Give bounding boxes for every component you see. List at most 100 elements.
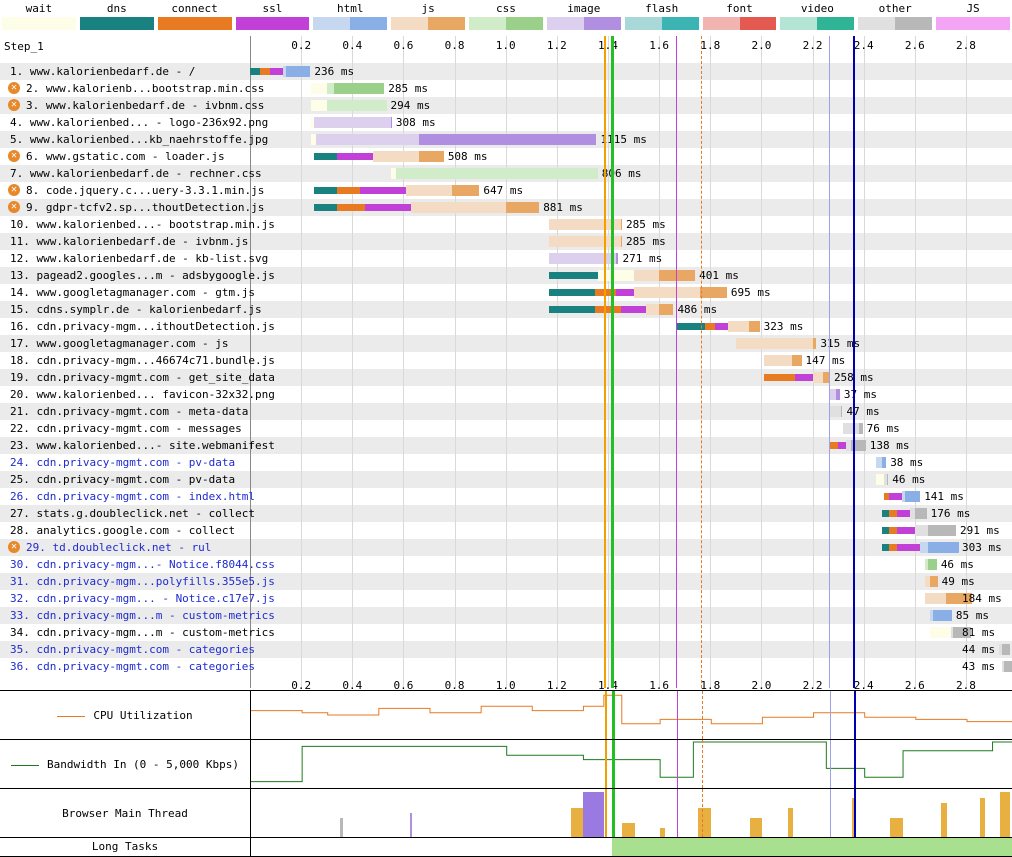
request-label[interactable]: 10. www.kalorienbed...- bootstrap.min.js [10,218,275,231]
request-label[interactable]: 13. pagead2.googles...m - adsbygoogle.js [10,269,275,282]
request-label[interactable]: 12. www.kalorienbedarf.de - kb-list.svg [10,252,269,265]
request-bar[interactable] [0,217,1012,232]
request-label[interactable]: 4. www.kalorienbed... - logo-236x92.png [10,116,269,129]
request-label[interactable]: 28. analytics.google.com - collect [10,524,236,537]
main-thread-activity [851,798,855,838]
tick-label-top: 2.8 [956,39,976,52]
request-bar[interactable] [0,132,1012,147]
request-bar[interactable] [0,370,1012,385]
request-label[interactable]: 21. cdn.privacy-mgmt.com - meta-data [10,405,249,418]
duration-label: 294 ms [390,99,431,112]
duration-label: 81 ms [962,626,996,639]
request-label[interactable]: 23. www.kalorienbed...- site.webmanifest [10,439,275,452]
tick-label-top: 2.4 [853,39,874,52]
bar-segment-dark [822,372,830,383]
bar-segment-light [728,321,749,332]
request-label[interactable]: 15. cdns.symplr.de - kalorienbedarf.js [10,303,262,316]
request-bar[interactable] [0,642,1012,657]
request-label[interactable]: 36. cdn.privacy-mgmt.com - categories [10,660,256,673]
request-label[interactable]: 35. cdn.privacy-mgmt.com - categories [10,643,256,656]
request-bar[interactable] [0,523,1012,538]
request-label[interactable]: 24. cdn.privacy-mgmt.com - pv-data [10,456,236,469]
request-bar[interactable] [0,455,1012,470]
request-label[interactable]: 20. www.kalorienbed... favicon-32x32.png [10,388,275,401]
request-bar[interactable] [0,285,1012,300]
request-bar[interactable] [0,64,1012,79]
request-label[interactable]: 14. www.googletagmanager.com - gtm.js [10,286,256,299]
request-label[interactable]: 31. cdn.privacy-mgm...polyfills.355e5.js [10,575,275,588]
request-bar[interactable] [0,540,1012,555]
request-label[interactable]: 9. gdpr-tcfv2.sp...thoutDetection.js [26,201,265,214]
request-bar[interactable] [0,387,1012,402]
request-bar[interactable] [0,251,1012,266]
request-bar[interactable] [0,336,1012,351]
request-label[interactable]: 29. td.doubleclick.net - rul [26,541,212,554]
request-bar[interactable] [0,506,1012,521]
request-bar[interactable] [0,608,1012,623]
tick-label-top: 0.4 [342,39,363,52]
request-bar[interactable] [0,200,1012,215]
bar-segment-light [925,593,946,604]
request-label[interactable]: 6. www.gstatic.com - loader.js [26,150,225,163]
bar-segment-light [830,406,841,417]
request-bar[interactable] [0,659,1012,674]
request-bar[interactable] [0,557,1012,572]
request-label[interactable]: 5. www.kalorienbed...kb_naehrstoffe.jpg [10,133,269,146]
request-label[interactable]: 19. cdn.privacy-mgmt.com - get_site_data [10,371,275,384]
request-label[interactable]: 32. cdn.privacy-mgm... - Notice.c17e7.js [10,592,275,605]
request-bar[interactable] [0,268,1012,283]
request-label[interactable]: 11. www.kalorienbedarf.de - ivbnm.js [10,235,249,248]
marker-lcp [701,36,702,688]
request-bar[interactable] [0,98,1012,113]
request-bar[interactable] [0,183,1012,198]
request-label[interactable]: 1. www.kalorienbedarf.de - / [10,65,196,78]
bar-segment-dark [452,185,480,196]
request-bar[interactable] [0,234,1012,249]
request-bar[interactable] [0,591,1012,606]
request-label[interactable]: 2. www.kalorienb...bootstrap.min.css [26,82,265,95]
request-bar[interactable] [0,353,1012,368]
request-label[interactable]: 26. cdn.privacy-mgmt.com - index.html [10,490,256,503]
request-bar[interactable] [0,81,1012,96]
request-bar[interactable] [0,319,1012,334]
request-bar[interactable] [0,489,1012,504]
request-bar[interactable] [0,472,1012,487]
main-thread-activity [941,803,947,838]
bandwidth-line [251,741,1012,783]
request-bar[interactable] [0,625,1012,640]
request-bar[interactable] [0,302,1012,317]
request-bar[interactable] [0,115,1012,130]
bar-segment-connect [889,527,897,534]
request-label[interactable]: 27. stats.g.doubleclick.net - collect [10,507,256,520]
request-bar[interactable] [0,438,1012,453]
request-label[interactable]: 25. cdn.privacy-mgmt.com - pv-data [10,473,236,486]
tick-label-bottom: 0.2 [291,679,312,692]
bar-segment-dns [250,68,261,75]
request-bar[interactable] [0,166,1012,181]
tick-label-bottom: 2.0 [751,679,772,692]
duration-label: 176 ms [930,507,971,520]
bar-segment-dark [620,236,623,247]
request-bar[interactable] [0,421,1012,436]
request-bar[interactable] [0,149,1012,164]
long-tasks-graph [250,838,1012,856]
request-label[interactable]: 16. cdn.privacy-mgm...ithoutDetection.js [10,320,275,333]
bar-segment-ssl [889,493,903,500]
request-label[interactable]: 34. cdn.privacy-mgm...m - custom-metrics [10,626,275,639]
request-bar[interactable] [0,574,1012,589]
bar-segment-ssl [615,289,634,296]
request-label[interactable]: 22. cdn.privacy-mgmt.com - messages [10,422,242,435]
bar-segment-light [549,236,621,247]
marker-dom-content-loaded [612,691,615,739]
request-label[interactable]: 18. cdn.privacy-mgm...46674c71.bundle.js [10,354,275,367]
warning-icon: ✕ [8,201,20,213]
duration-label: 271 ms [622,252,663,265]
request-label[interactable]: 17. www.googletagmanager.com - js [10,337,229,350]
request-bar[interactable] [0,404,1012,419]
request-label[interactable]: 30. cdn.privacy-mgm...- Notice.f8044.css [10,558,275,571]
request-label[interactable]: 33. cdn.privacy-mgm...m - custom-metrics [10,609,275,622]
legend-swatch [780,17,855,30]
request-label[interactable]: 7. www.kalorienbedarf.de - rechner.css [10,167,262,180]
request-label[interactable]: 8. code.jquery.c...uery-3.3.1.min.js [26,184,265,197]
request-label[interactable]: 3. www.kalorienbedarf.de - ivbnm.css [26,99,265,112]
